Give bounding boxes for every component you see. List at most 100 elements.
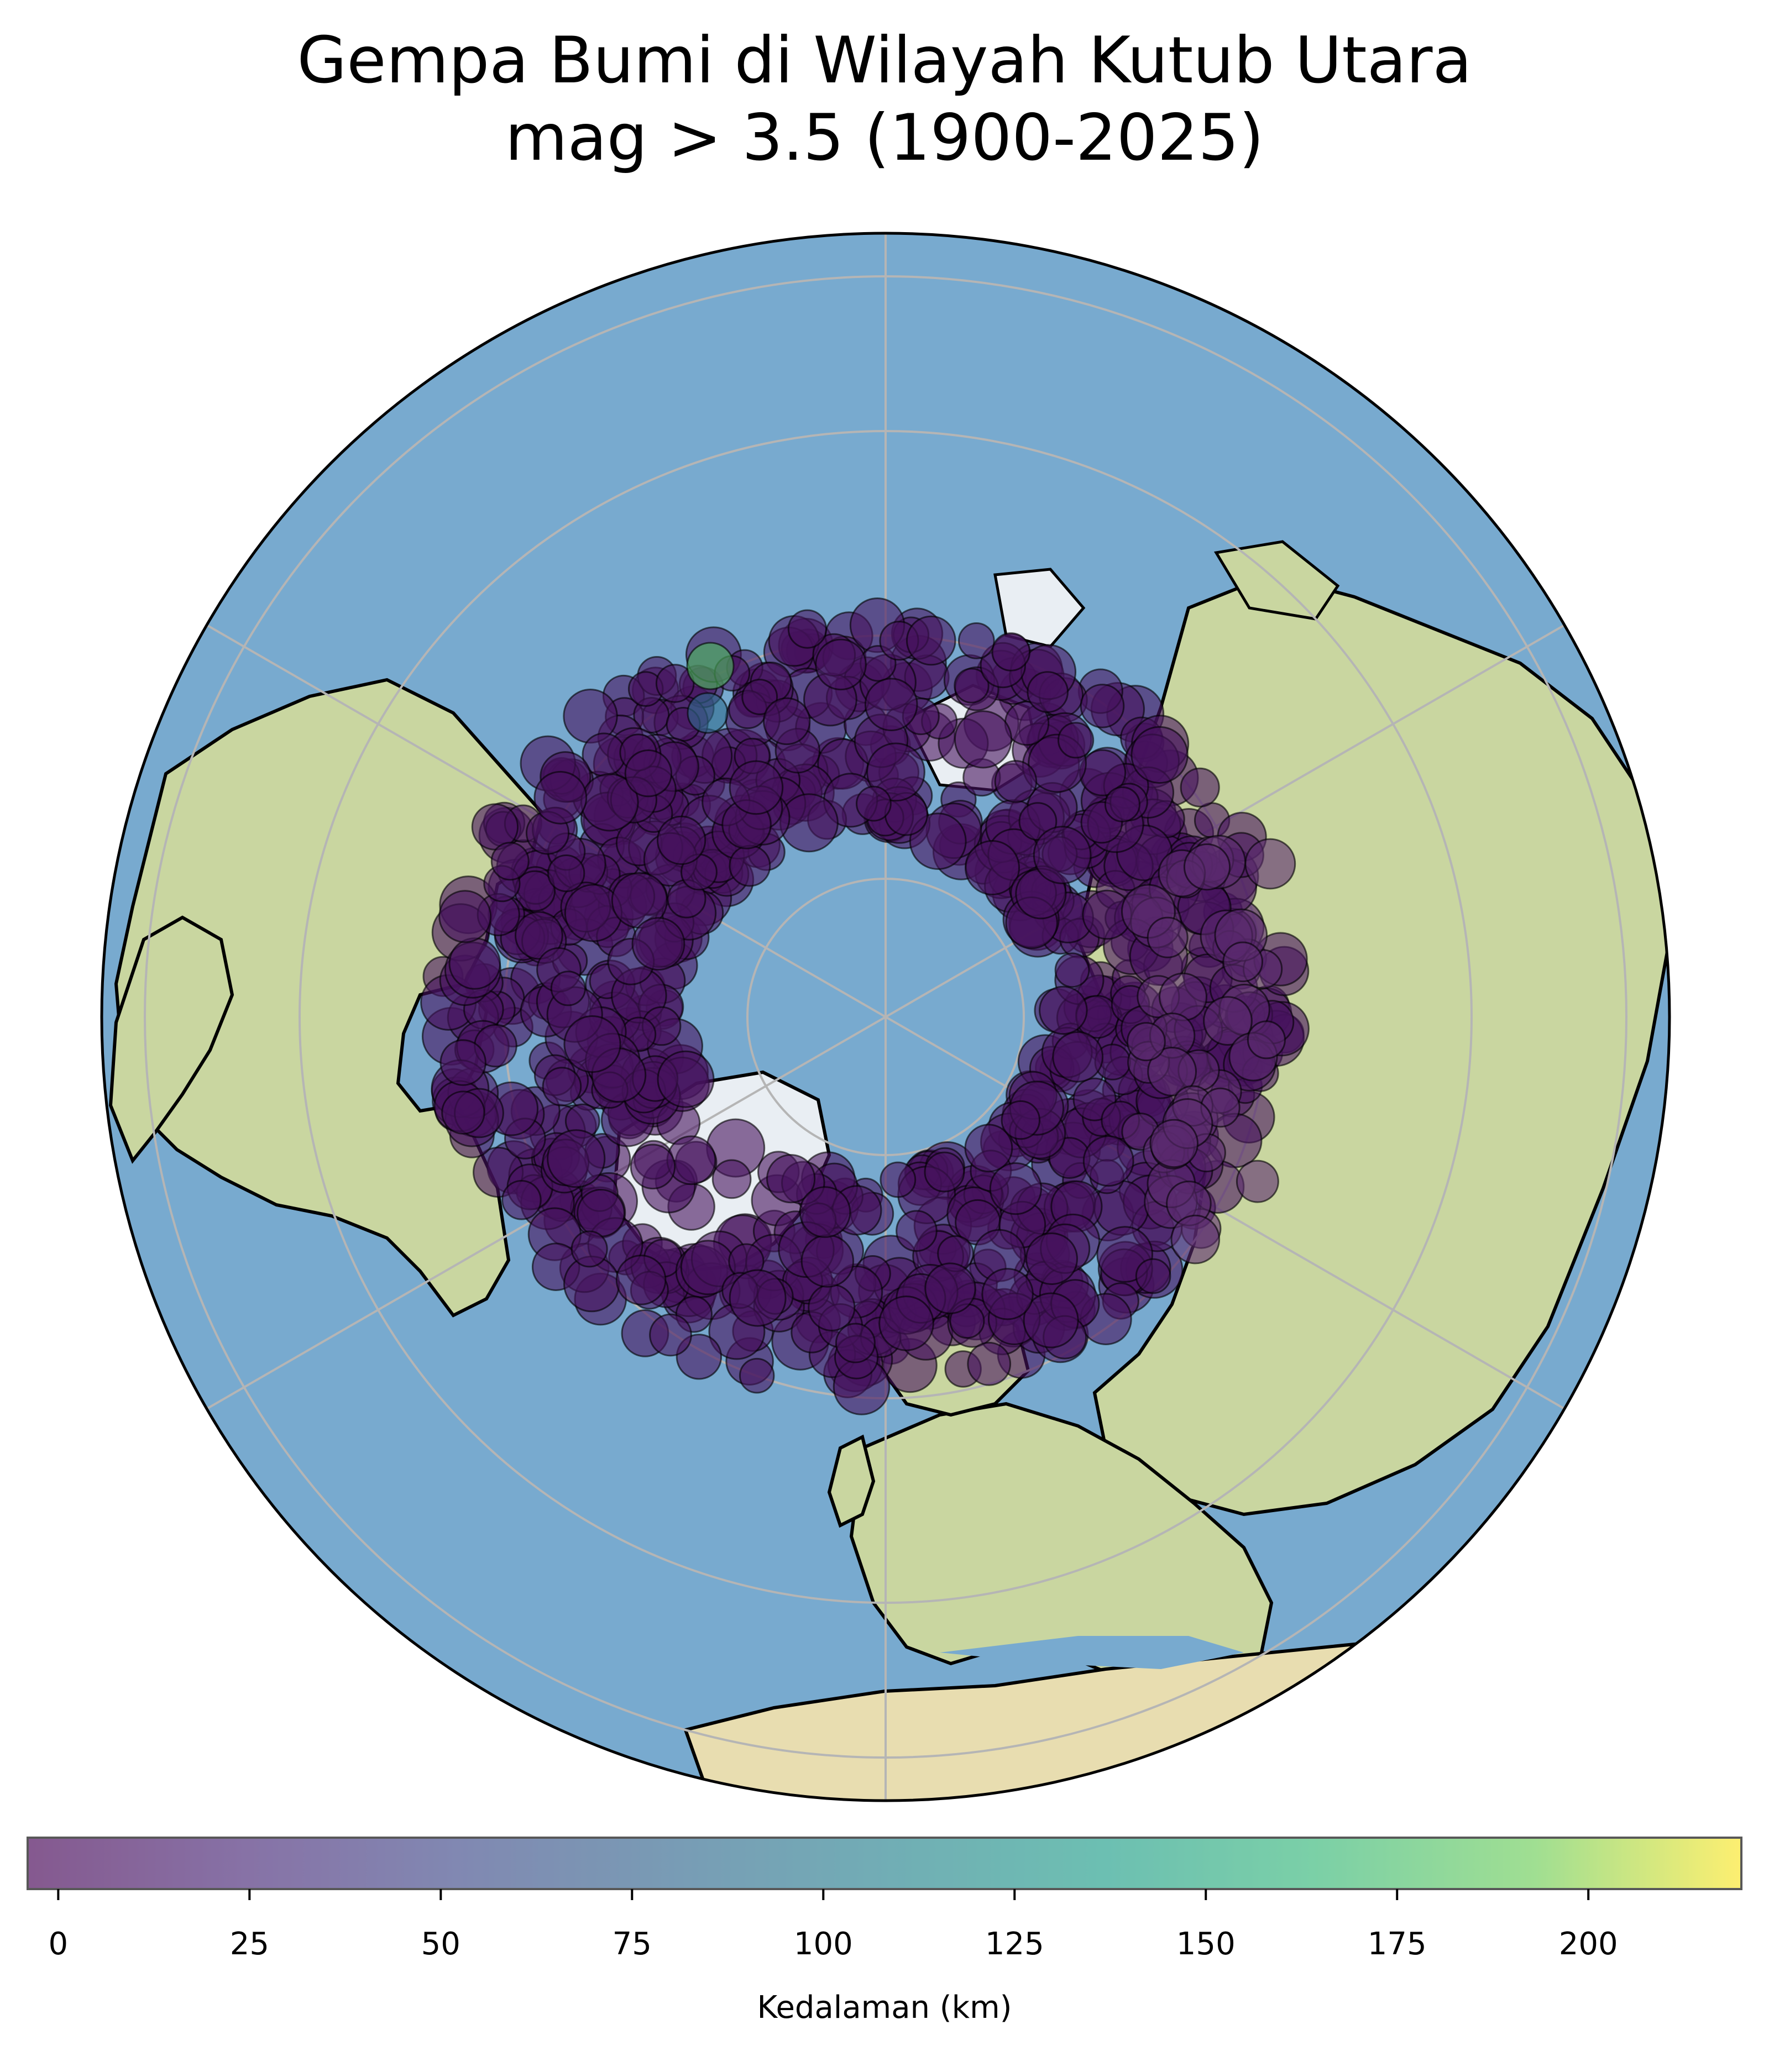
earthquake-marker [1126,1022,1166,1062]
earthquake-marker [856,785,892,822]
earthquake-marker [547,854,585,893]
earthquake-marker [1147,1047,1197,1097]
earthquake-marker [906,615,956,666]
earthquake-marker [547,1129,606,1188]
earthquake-markers [420,597,1310,1415]
earthquake-marker [1131,726,1189,784]
earthquake-marker [967,1341,1012,1386]
earthquake-marker [864,678,918,731]
earthquake-marker [515,911,563,960]
colorbar-tick-label: 0 [48,1926,69,1962]
earthquake-marker [741,679,778,715]
earthquake-marker [630,1143,676,1190]
earthquake-marker [763,697,811,746]
earthquake-marker [1001,1100,1041,1140]
earthquake-marker [800,1234,855,1288]
colorbar-tick-label: 175 [1367,1926,1427,1962]
earthquake-marker [624,749,673,798]
earthquake-marker [957,622,995,659]
globe-outline [100,232,1671,1802]
earthquake-marker [501,1180,542,1220]
earthquake-marker [1170,1214,1221,1265]
earthquake-marker [981,1268,1034,1320]
earthquake-marker [1033,826,1092,884]
earthquake-marker [1135,1258,1171,1294]
earthquake-marker [571,1230,608,1268]
earthquake-marker [657,815,706,865]
earthquake-marker [991,632,1030,672]
earthquake-marker [896,1210,938,1252]
earthquake-marker [1025,1232,1078,1285]
earthquake-marker [1203,996,1253,1046]
mediterranean-sea [940,1636,1244,1669]
earthquake-marker [766,1154,816,1204]
map-title: Gempa Bumi di Wilayah Kutub Utara mag > … [0,22,1769,177]
earthquake-marker [649,1313,692,1357]
earthquake-marker [1023,1292,1079,1349]
colorbar-tick-label: 25 [229,1926,269,1962]
earthquake-marker [965,840,1020,895]
colorbar-tick-label: 100 [793,1926,853,1962]
earthquake-marker [1147,916,1189,958]
earthquake-marker [808,1283,856,1331]
earthquake-marker [438,890,492,943]
earthquake-marker [490,842,530,881]
earthquake-marker [1104,786,1140,822]
earthquake-marker [439,1039,486,1086]
earthquake-marker [711,1159,752,1199]
earthquake-marker [954,668,990,704]
earthquake-marker [729,1269,787,1327]
land-svalbard [993,568,1086,648]
colorbar-ticks [57,1889,1590,1900]
earthquake-marker [1058,722,1095,759]
earthquake-marker [815,638,867,691]
earthquake-marker [1054,952,1090,988]
earthquake-marker [1027,671,1069,713]
colorbar-label: Kedalaman (km) [757,1990,1012,2026]
earthquake-marker [1247,1020,1286,1059]
earthquake-marker [441,1090,485,1135]
earthquake-marker [729,844,771,887]
earthquake-marker [1222,941,1263,983]
earthquake-marker [577,1189,625,1237]
land-uk [827,1434,876,1528]
earthquake-marker [1039,985,1088,1035]
earthquake-marker [1052,1031,1104,1083]
earthquake-marker [1082,1135,1134,1187]
earthquake-marker [550,971,587,1006]
land-alaska [108,915,234,1164]
earthquake-marker [542,1067,582,1106]
earthquake-marker [924,1151,965,1193]
title-line-1: Gempa Bumi di Wilayah Kutub Utara [297,23,1472,98]
colorbar-tick-label: 200 [1558,1926,1618,1962]
earthquake-marker [994,760,1038,803]
earthquake-marker [686,642,735,690]
earthquake-marker [448,937,501,990]
colorbar-tick-label: 150 [1176,1926,1236,1962]
earthquake-marker [563,1015,621,1073]
earthquake-marker [835,1323,876,1363]
earthquake-marker [631,917,685,971]
earthquake-marker [739,1357,775,1394]
earthquake-marker [787,609,828,649]
earthquake-marker [615,1255,667,1305]
earthquake-marker [1236,1160,1279,1203]
colorbar-tick-label: 125 [985,1926,1044,1962]
earthquake-marker [989,1162,1043,1215]
earthquake-marker [924,1262,976,1314]
earthquake-marker [1180,767,1220,807]
colorbar-tick-label: 50 [421,1926,460,1962]
earthquake-marker [533,770,588,825]
earthquake-marker [1149,1119,1198,1168]
earthquake-marker [1244,838,1296,890]
earthquake-marker [909,812,967,870]
earthquake-marker [799,1186,851,1238]
colorbar [27,1837,1742,1890]
earthquake-marker [954,710,1013,769]
colorbar-tick-label: 75 [612,1926,652,1962]
earthquake-marker [1080,684,1125,728]
earthquake-marker [866,742,925,802]
earthquake-marker [880,1161,917,1198]
earthquake-marker [878,1295,934,1351]
